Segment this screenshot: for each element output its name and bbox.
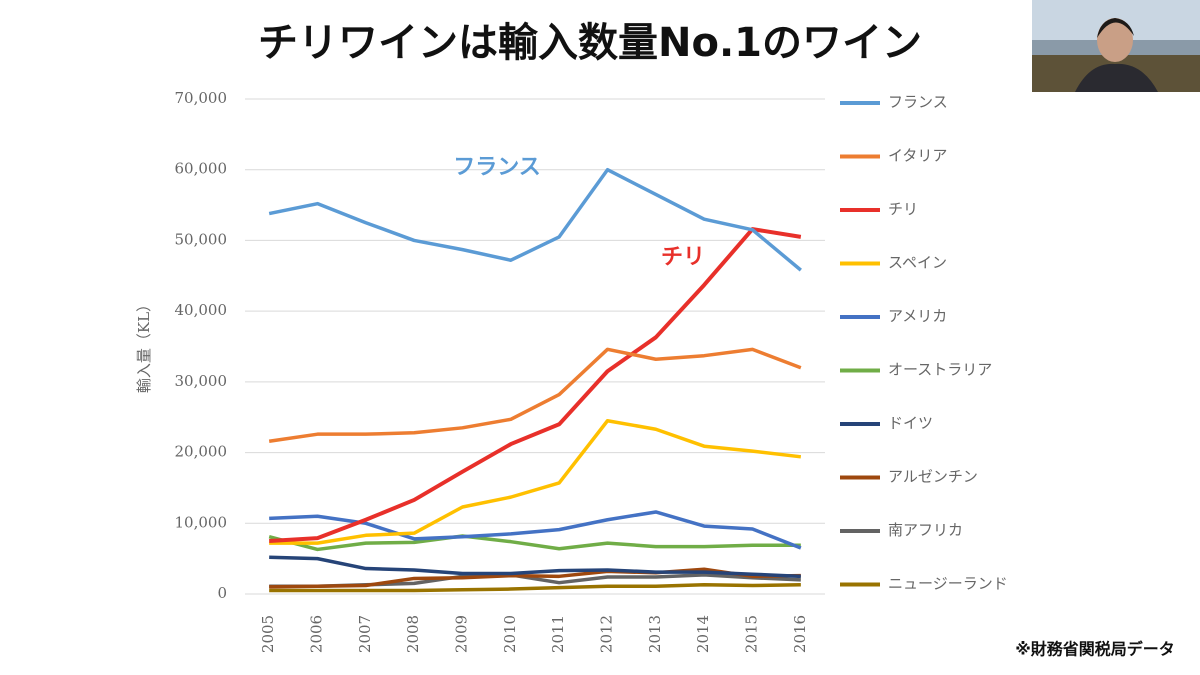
series-line (268, 167, 802, 272)
y-tick-label: 0 (217, 584, 227, 602)
legend-label: 南アフリカ (888, 521, 963, 539)
x-tick-label: 2010 (501, 615, 519, 653)
webcam-body (1075, 63, 1158, 92)
y-tick-label: 70,000 (175, 89, 228, 107)
y-tick-label: 50,000 (175, 230, 228, 248)
series-line (269, 419, 802, 545)
y-tick-label: 20,000 (175, 443, 228, 461)
slide-title: チリワインは輸入数量No.1のワイン (258, 20, 922, 66)
annotation: チリ (661, 245, 705, 270)
legend-label: イタリア (888, 147, 947, 165)
series-line (269, 227, 802, 543)
x-tick-label: 2008 (404, 615, 422, 653)
series-line (268, 534, 801, 552)
annotation: フランス (453, 155, 541, 180)
y-tick-label: 30,000 (175, 372, 228, 390)
legend-label: フランス (888, 93, 948, 111)
x-tick-label: 2012 (598, 615, 616, 653)
legend-label: アメリカ (888, 307, 947, 325)
legend-label: ドイツ (888, 414, 933, 432)
source-note: ※財務省関税局データ (1015, 640, 1175, 659)
series-line (269, 567, 801, 589)
legend-label: オーストラリア (888, 361, 992, 379)
x-tick-label: 2016 (791, 615, 809, 653)
y-axis-label: 輸入量（KL） (135, 297, 153, 393)
webcam-hair (1097, 18, 1134, 38)
x-tick-label: 2009 (453, 615, 471, 653)
series-line (269, 583, 801, 593)
y-tick-label: 10,000 (175, 513, 228, 531)
x-tick-label: 2011 (549, 615, 567, 653)
legend-label: アルゼンチン (888, 468, 978, 486)
y-tick-label: 40,000 (175, 301, 228, 319)
webcam-face (1097, 18, 1133, 62)
legend-label: ニュージーランド (888, 575, 1008, 593)
legend-label: チリ (888, 200, 918, 218)
y-tick-label: 60,000 (175, 160, 228, 178)
x-tick-label: 2005 (259, 615, 277, 653)
x-tick-label: 2006 (308, 615, 326, 653)
series-line (268, 347, 802, 443)
series-line (269, 555, 801, 579)
x-tick-label: 2013 (646, 615, 664, 653)
x-tick-label: 2014 (694, 615, 712, 653)
legend-label: スペイン (888, 254, 947, 272)
x-tick-label: 2015 (743, 615, 761, 653)
x-tick-label: 2007 (356, 615, 374, 653)
webcam (1032, 0, 1200, 92)
